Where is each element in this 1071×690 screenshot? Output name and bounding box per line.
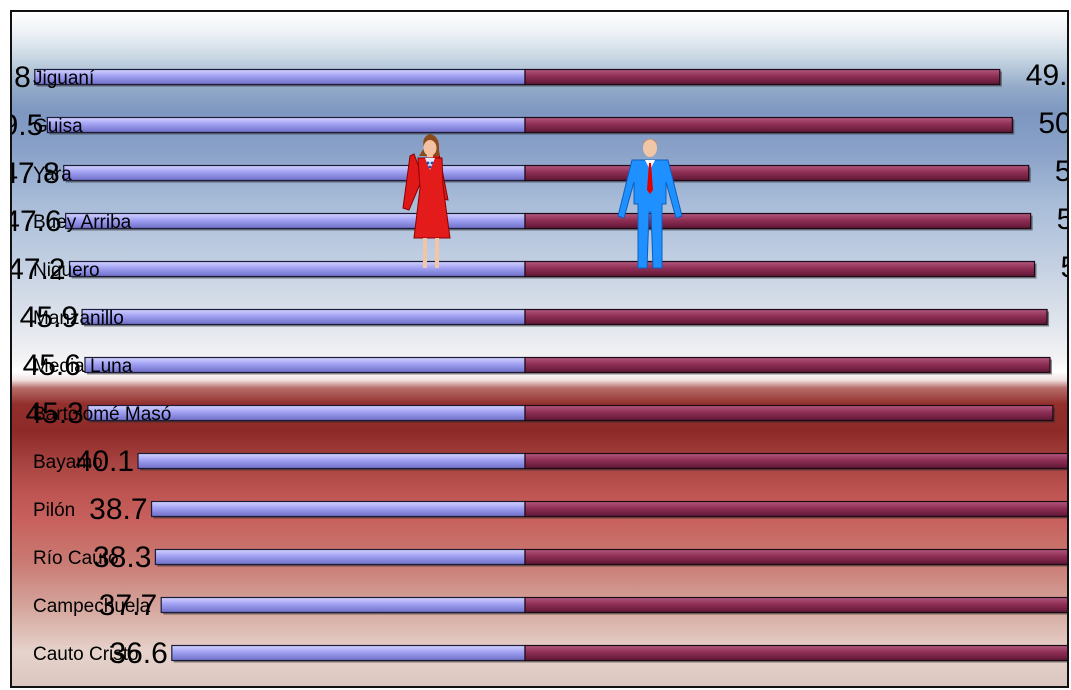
bar-left bbox=[68, 260, 526, 278]
chart-row bbox=[171, 644, 1067, 663]
bar-right bbox=[524, 404, 1054, 422]
bar-right bbox=[524, 596, 1067, 614]
chart-svg: Jiguaní50.8 49.2 Guisa49.5 50.5 Yara47.8 52.2… bbox=[12, 59, 1069, 670]
category-label: Cauto Cristo bbox=[33, 644, 139, 665]
value-label-right: 52.2 bbox=[1055, 155, 1069, 188]
bar-left bbox=[160, 596, 526, 614]
bar-right bbox=[524, 212, 1032, 230]
category-label: Bayamo bbox=[33, 452, 103, 473]
chart-row bbox=[137, 452, 1067, 471]
chart-row bbox=[46, 116, 1015, 135]
category-label: Guisa bbox=[33, 116, 83, 137]
value-label-left: 50.8 bbox=[12, 61, 31, 94]
chart-row bbox=[150, 500, 1067, 519]
bar-right bbox=[524, 548, 1067, 566]
bar-right bbox=[524, 308, 1048, 326]
category-label: Manzanillo bbox=[33, 308, 124, 329]
bar-left bbox=[34, 68, 526, 86]
chart-row bbox=[154, 548, 1067, 567]
value-label-left: 38.7 bbox=[89, 493, 147, 526]
category-label: Pilón bbox=[33, 500, 75, 521]
chart-row bbox=[63, 164, 1031, 183]
category-label: Río Cauto bbox=[33, 548, 119, 569]
man-icon bbox=[617, 139, 683, 269]
value-label-left: 45.6 bbox=[23, 349, 81, 382]
chart-row bbox=[34, 68, 1002, 87]
bar-left bbox=[150, 500, 526, 518]
woman-icon bbox=[402, 134, 451, 268]
value-label-left: 36.6 bbox=[109, 637, 167, 670]
bar-left bbox=[84, 356, 526, 374]
value-label-right: 52.4 bbox=[1057, 203, 1069, 236]
value-label-left: 37.7 bbox=[99, 589, 157, 622]
bar-left bbox=[154, 548, 526, 566]
bar-right bbox=[524, 644, 1067, 662]
labels-layer: Jiguaní50.8 49.2 Guisa49.5 50.5 Yara47.8 52.2… bbox=[12, 59, 1069, 670]
bar-left bbox=[81, 308, 526, 326]
value-label-left: 47.2 bbox=[12, 253, 66, 286]
chart-row bbox=[68, 260, 1037, 279]
value-label-left: 38.3 bbox=[93, 541, 151, 574]
value-label-right: 50.5 bbox=[1038, 107, 1069, 140]
bar-right bbox=[524, 164, 1030, 182]
category-label: Bartolomé Masó bbox=[33, 404, 171, 425]
chart-row bbox=[87, 404, 1055, 423]
category-label: Buey Arriba bbox=[33, 212, 132, 233]
category-label: Yara bbox=[33, 164, 72, 185]
bar-left bbox=[46, 116, 526, 134]
bar-right bbox=[524, 116, 1013, 134]
category-label: Media Luna bbox=[33, 356, 133, 377]
value-label-left: 47.6 bbox=[12, 205, 62, 238]
value-label-left: 40.1 bbox=[76, 445, 134, 478]
bars-layer bbox=[34, 68, 1067, 663]
category-label: Jiguaní bbox=[33, 68, 95, 89]
chart-frame: Jiguaní50.8 49.2 Guisa49.5 50.5 Yara47.8 52.2… bbox=[10, 10, 1069, 688]
value-label-right: 52.8 bbox=[1061, 251, 1069, 284]
chart-row bbox=[65, 212, 1033, 231]
category-label: Campechuela bbox=[33, 596, 151, 617]
bar-right bbox=[524, 452, 1067, 470]
value-label-left: 47.8 bbox=[12, 157, 60, 190]
bar-right bbox=[524, 500, 1067, 518]
icons-layer bbox=[402, 134, 683, 269]
value-label-left: 45.9 bbox=[20, 301, 78, 334]
chart-row bbox=[160, 596, 1067, 615]
bar-right bbox=[524, 68, 1001, 86]
bar-left bbox=[171, 644, 526, 662]
bar-left bbox=[137, 452, 526, 470]
category-label: Niquero bbox=[33, 260, 100, 281]
bar-right bbox=[524, 260, 1036, 278]
chart-row bbox=[81, 308, 1050, 327]
bar-left bbox=[63, 164, 526, 182]
chart-row bbox=[84, 356, 1052, 375]
value-label-left: 45.3 bbox=[25, 397, 83, 430]
value-label-left: 49.5 bbox=[12, 109, 43, 142]
bar-left bbox=[65, 212, 526, 230]
value-label-right: 49.2 bbox=[1026, 59, 1069, 92]
bar-right bbox=[524, 356, 1051, 374]
